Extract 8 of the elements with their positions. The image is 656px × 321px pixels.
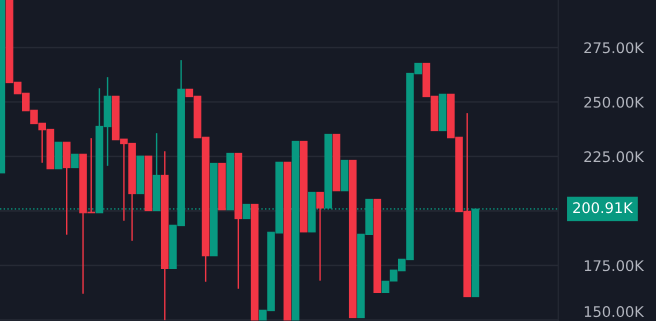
candlestick [316, 192, 324, 282]
candlestick [71, 154, 79, 168]
y-tick-label: 275.00K [584, 42, 644, 54]
y-tick-label: 250.00K [584, 96, 644, 108]
y-tick-label: 225.00K [584, 151, 644, 162]
y-tick-label: 150.00K [584, 306, 644, 318]
y-tick-label: 175.00K [584, 260, 644, 272]
ref-line-label: 200.91K [573, 202, 634, 214]
